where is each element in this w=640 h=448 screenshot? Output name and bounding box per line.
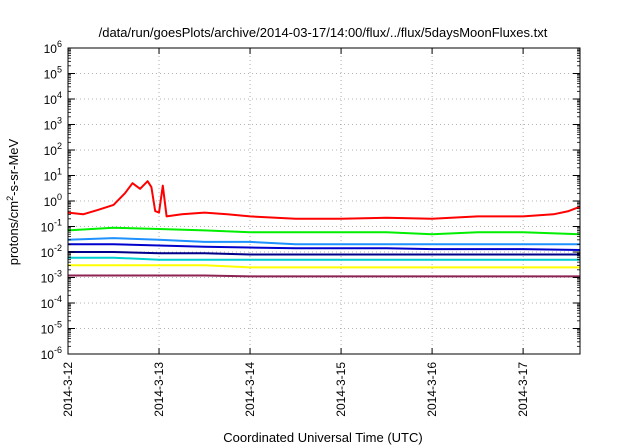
y-tick-label-base: 10 (41, 323, 55, 337)
x-tick-label: 2014-3-15 (334, 362, 348, 417)
y-tick-label: 100 (44, 192, 62, 209)
y-tick-label-base: 10 (44, 42, 58, 56)
y-tick-label-exp: -1 (54, 218, 62, 228)
series-line-6 (68, 256, 580, 261)
y-tick-label: 106 (44, 39, 62, 56)
y-tick-label: 102 (44, 141, 62, 158)
y-tick-label-exp: -4 (54, 294, 62, 304)
y-tick-label: 10-5 (41, 320, 62, 337)
y-tick-label: 103 (44, 116, 62, 133)
y-tick-label-base: 10 (41, 221, 55, 235)
chart-title: /data/run/goesPlots/archive/2014-03-17/1… (99, 25, 548, 40)
x-axis-label: Coordinated Universal Time (UTC) (223, 430, 422, 445)
y-tick-label-base: 10 (41, 297, 55, 311)
y-tick-label: 105 (44, 65, 62, 82)
y-tick-label-base: 10 (44, 170, 58, 184)
axis-labels: 2014-3-12 2014-3-13 2014-3-14 2014-3-15 2014… (41, 39, 530, 417)
x-tick-label: 2014-3-16 (425, 362, 439, 417)
series-line-5 (68, 251, 580, 256)
y-tick-label-base: 10 (41, 348, 55, 362)
y-tick-label-exp: 2 (57, 141, 62, 151)
y-axis-label-base: protons/cm (6, 201, 21, 265)
y-tick-label-exp: 0 (57, 192, 62, 202)
y-tick-label: 104 (44, 90, 62, 107)
y-tick-label-exp: 6 (57, 39, 62, 49)
axis-ticks (67, 47, 580, 355)
series-group (67, 180, 581, 278)
series-line-1 (67, 180, 581, 220)
x-tick-label: 2014-3-17 (516, 362, 530, 417)
x-tick-label: 2014-3-14 (243, 362, 257, 417)
y-tick-label-exp: 3 (57, 116, 62, 126)
y-tick-label-base: 10 (44, 144, 58, 158)
series-line-8 (68, 274, 580, 278)
y-tick-label-base: 10 (44, 195, 58, 209)
y-axis-label-rest: -s-sr-MeV (6, 138, 21, 195)
series-line-2 (67, 226, 581, 236)
y-tick-label: 10-1 (41, 218, 62, 235)
y-tick-label-exp: 5 (57, 65, 62, 75)
series-line-4 (68, 243, 581, 251)
y-tick-label: 10-4 (41, 294, 62, 311)
y-tick-label-base: 10 (44, 119, 58, 133)
series-line-3 (67, 237, 580, 246)
y-tick-label-exp: 4 (57, 90, 62, 100)
grid-lines (68, 48, 580, 354)
x-tick-label: 2014-3-12 (61, 362, 75, 417)
x-tick-label: 2014-3-13 (152, 362, 166, 417)
y-tick-label: 10-2 (41, 243, 62, 260)
y-tick-label-base: 10 (41, 246, 55, 260)
y-tick-label-exp: -2 (54, 243, 62, 253)
y-tick-label-exp: -3 (54, 269, 62, 279)
y-tick-label-exp: -5 (54, 320, 62, 330)
y-tick-label: 10-6 (41, 345, 62, 362)
y-tick-label-base: 10 (44, 68, 58, 82)
y-tick-label-exp: -6 (54, 345, 62, 355)
y-axis-label-sup: 2 (5, 196, 15, 201)
y-tick-label: 101 (44, 167, 62, 184)
y-tick-label: 10-3 (41, 269, 62, 286)
y-tick-label-base: 10 (44, 93, 58, 107)
y-tick-label-base: 10 (41, 272, 55, 286)
y-axis-label: protons/cm2-s-sr-MeV (5, 138, 21, 265)
y-tick-label-exp: 1 (57, 167, 62, 177)
series-line-7 (68, 264, 580, 269)
